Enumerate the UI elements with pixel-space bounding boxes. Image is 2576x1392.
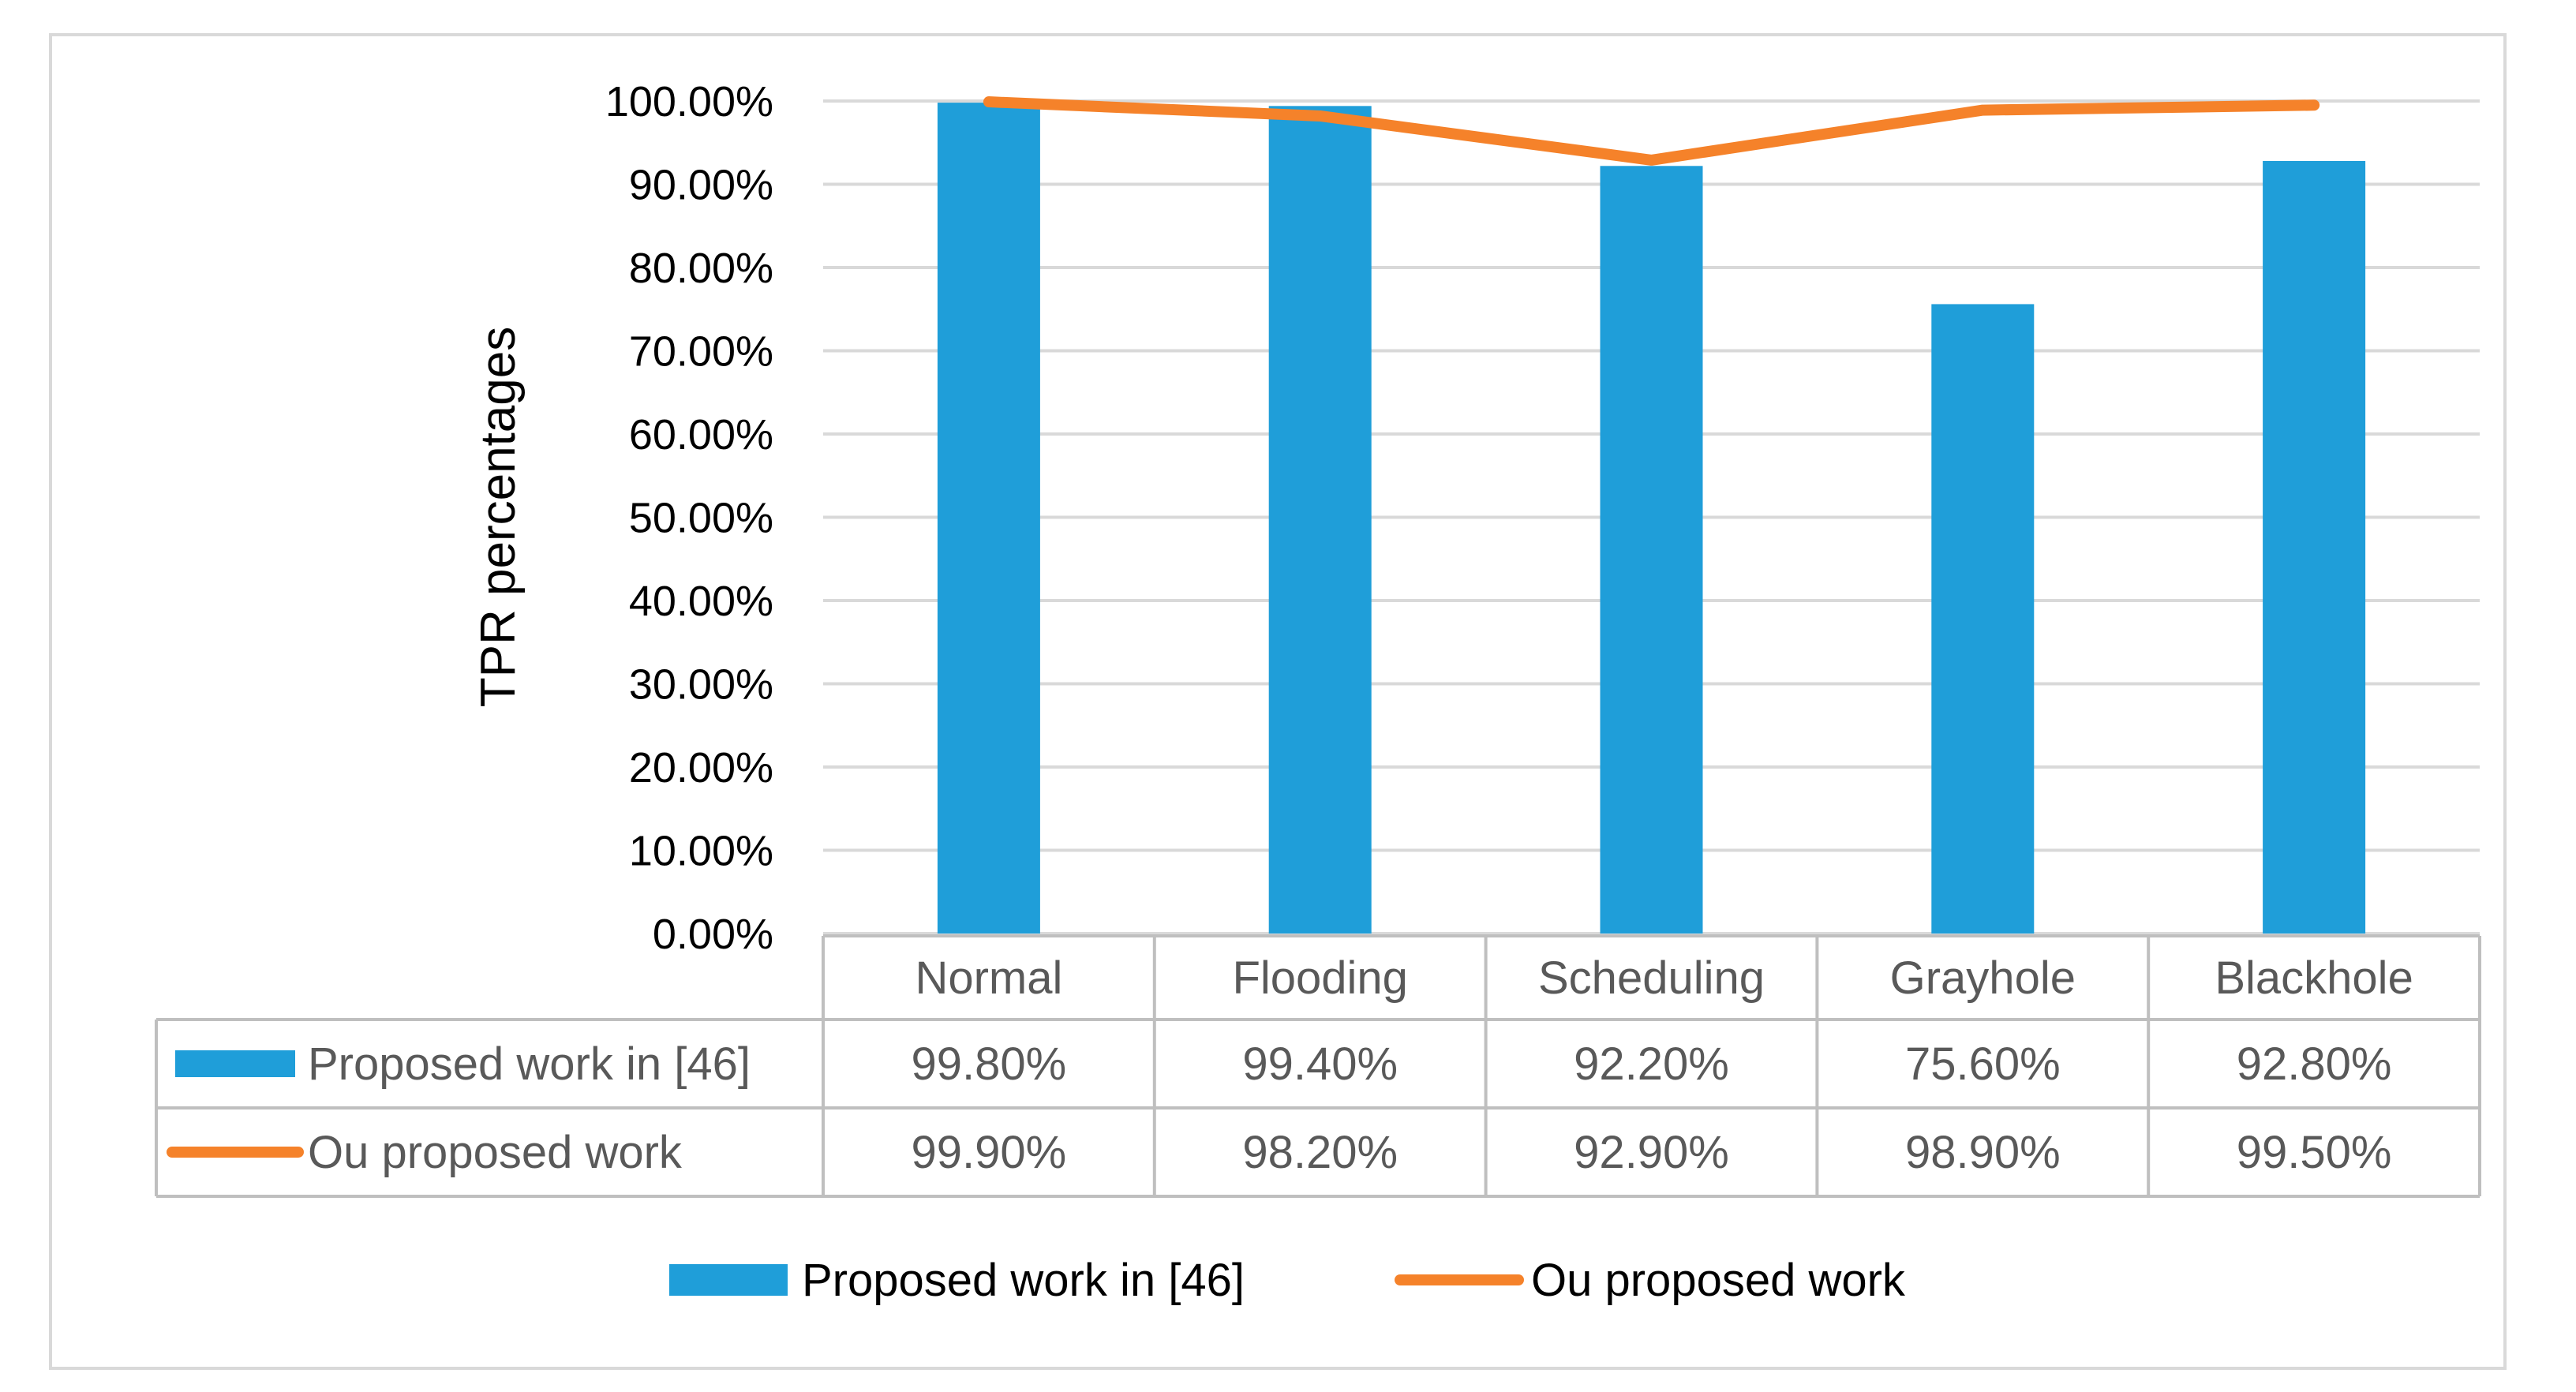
y-axis-label: TPR percentages	[471, 327, 526, 707]
line-series-ou-proposed-work	[983, 96, 2320, 166]
y-tick-label: 10.00%	[629, 828, 773, 875]
table-cell-value: 98.90%	[1905, 1127, 2061, 1178]
y-tick-label: 70.00%	[629, 328, 773, 376]
table-row-label: Proposed work in [46]	[308, 1038, 751, 1090]
legend-swatch-bar	[669, 1264, 788, 1296]
legend: Proposed work in [46] Ou proposed work	[669, 1255, 1906, 1306]
table-cell-value: 99.40%	[1242, 1038, 1398, 1090]
table-cell-value: 99.50%	[2237, 1127, 2392, 1178]
y-tick-label: 100.00%	[605, 78, 773, 125]
y-tick-label: 0.00%	[653, 911, 773, 958]
bar-grayhole	[1931, 304, 2035, 934]
bar-scheduling	[1600, 166, 1703, 934]
table-cell-value: 92.20%	[1574, 1038, 1729, 1090]
line-point-flooding	[1319, 114, 1321, 117]
table-cell-value: 92.90%	[1574, 1127, 1729, 1178]
y-tick-label: 60.00%	[629, 411, 773, 458]
table-cell-value: 99.90%	[912, 1127, 1067, 1178]
table-cell-value: 99.80%	[912, 1038, 1067, 1090]
table-cell-value: 98.20%	[1242, 1127, 1398, 1178]
bar-flooding	[1268, 106, 1372, 934]
category-label: Flooding	[1232, 952, 1407, 1004]
legend-label-proposed-work-46: Proposed work in [46]	[802, 1255, 1245, 1306]
bar-normal	[937, 103, 1040, 934]
bar-blackhole	[2263, 160, 2366, 934]
category-label: Blackhole	[2215, 952, 2413, 1004]
y-tick-label: 90.00%	[629, 162, 773, 209]
y-tick-label: 80.00%	[629, 245, 773, 292]
category-label: Grayhole	[1890, 952, 2076, 1004]
table-swatch-bar	[175, 1050, 295, 1077]
y-tick-label: 30.00%	[629, 661, 773, 709]
category-label: Scheduling	[1538, 952, 1765, 1004]
line-point-scheduling	[1650, 159, 1653, 161]
table-cell-value: 92.80%	[2237, 1038, 2392, 1090]
y-tick-label: 20.00%	[629, 744, 773, 791]
data-table: Normal Flooding Scheduling Grayhole Blackhol…	[155, 934, 2481, 1198]
table-cell-value: 75.60%	[1905, 1038, 2061, 1090]
line-point-normal	[987, 101, 990, 103]
bar-series-proposed-work-46	[937, 103, 2366, 934]
y-tick-label: 50.00%	[629, 495, 773, 542]
line-point-blackhole	[2313, 104, 2316, 107]
category-label: Normal	[915, 952, 1062, 1004]
line-point-grayhole	[1982, 109, 1984, 111]
legend-label-ou-proposed-work: Ou proposed work	[1531, 1255, 1906, 1306]
y-tick-label: 40.00%	[629, 578, 773, 625]
table-row-label: Ou proposed work	[308, 1127, 683, 1178]
y-axis-ticks: 0.00% 10.00% 20.00% 30.00% 40.00% 50.00% 60.00…	[605, 78, 773, 958]
